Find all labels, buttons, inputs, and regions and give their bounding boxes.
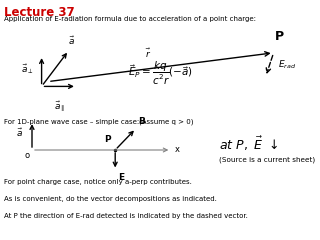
Text: For point charge case, notice only a-perp contributes.: For point charge case, notice only a-per… (4, 179, 192, 185)
Text: $\vec{a}$: $\vec{a}$ (16, 127, 24, 139)
Text: $\vec{E}_P = \dfrac{kq}{c^2 r}(-\vec{a})$: $\vec{E}_P = \dfrac{kq}{c^2 r}(-\vec{a})… (127, 60, 193, 87)
Text: $E_{rad}$: $E_{rad}$ (278, 59, 297, 71)
Text: $\vec{a}$: $\vec{a}$ (68, 35, 76, 47)
Text: (Assume q > 0): (Assume q > 0) (139, 119, 194, 125)
Text: For 1D-plane wave case – simple case:: For 1D-plane wave case – simple case: (4, 119, 139, 125)
Text: $\vec{r}$: $\vec{r}$ (145, 47, 151, 60)
Text: Application of E-radiation formula due to acceleration of a point charge:: Application of E-radiation formula due t… (4, 16, 256, 22)
Text: $\vec{a}_{\parallel}$: $\vec{a}_{\parallel}$ (53, 100, 65, 114)
Text: As is convenient, do the vector decompositions as indicated.: As is convenient, do the vector decompos… (4, 196, 217, 202)
Text: x: x (174, 145, 180, 155)
Text: E: E (118, 173, 124, 182)
Text: (Source is a current sheet): (Source is a current sheet) (219, 156, 315, 163)
Text: $\vec{a}_{\perp}$: $\vec{a}_{\perp}$ (21, 63, 34, 76)
Text: P: P (275, 30, 284, 43)
Text: B: B (139, 118, 145, 126)
Text: P: P (104, 135, 110, 144)
Text: o: o (25, 151, 30, 160)
Text: At P the direction of E-rad detected is indicated by the dashed vector.: At P the direction of E-rad detected is … (4, 213, 248, 219)
Text: $at\ P,\ \vec{E}\ \downarrow$: $at\ P,\ \vec{E}\ \downarrow$ (219, 135, 278, 153)
Text: Lecture 37: Lecture 37 (4, 6, 75, 19)
